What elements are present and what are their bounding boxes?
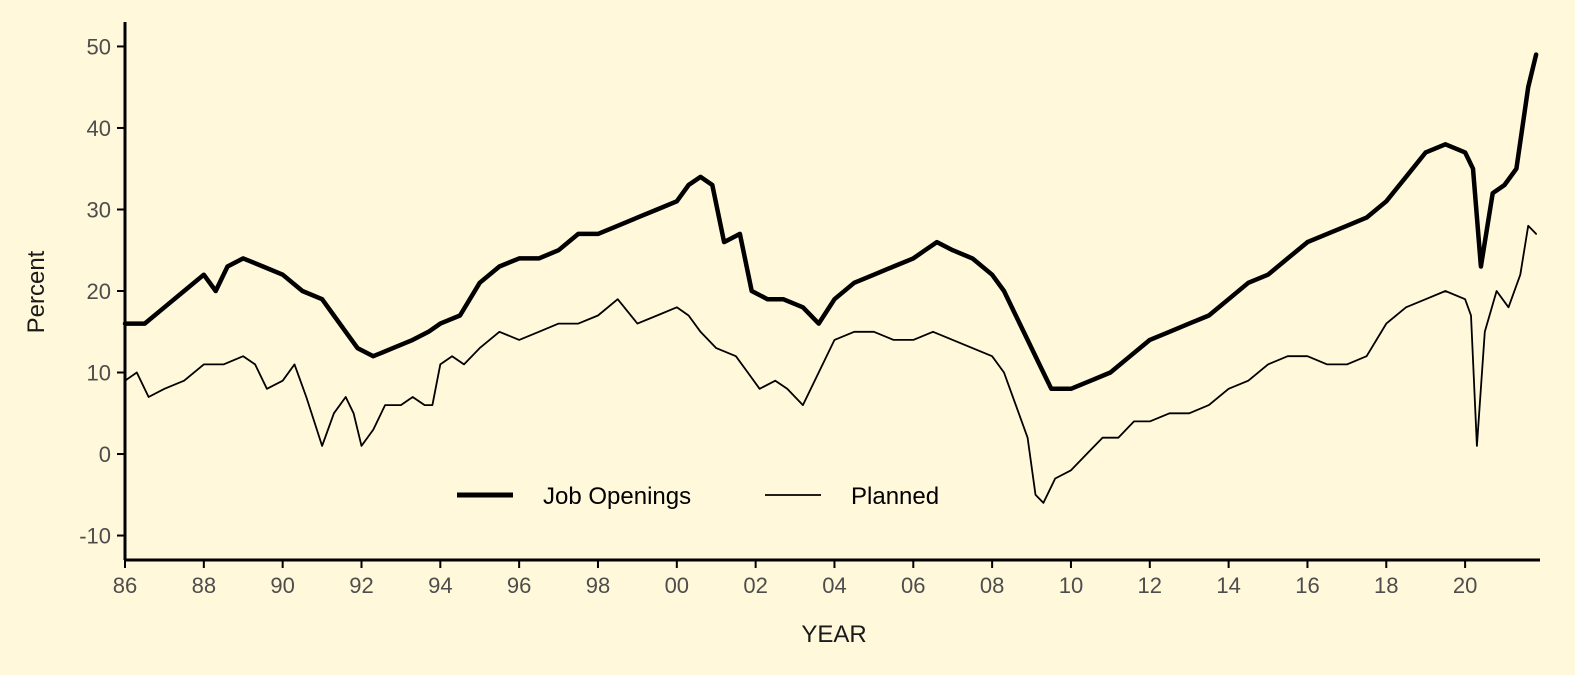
x-tick-label: 18	[1374, 573, 1398, 598]
x-tick-label: 12	[1138, 573, 1162, 598]
x-tick-label: 04	[822, 573, 846, 598]
x-tick-label: 10	[1059, 573, 1083, 598]
y-tick-label: 30	[87, 197, 111, 222]
x-tick-label: 86	[113, 573, 137, 598]
job-openings-series-line	[122, 52, 1539, 392]
x-tick-label: 14	[1216, 573, 1240, 598]
x-tick-label: 20	[1453, 573, 1477, 598]
series-lines	[122, 52, 1539, 504]
x-tick-label: 16	[1295, 573, 1319, 598]
x-tick-label: 02	[743, 573, 767, 598]
x-axis-title: YEAR	[801, 621, 866, 648]
y-tick-label: 0	[99, 442, 111, 467]
x-axis: 86 88 90 92 94 96 98 00 02 04 06 08 10 12 14 16 18 20	[113, 558, 1540, 598]
y-tick-label: 40	[87, 116, 111, 141]
x-tick-label: 00	[665, 573, 689, 598]
x-tick-label: 96	[507, 573, 531, 598]
y-axis: -10 0 10 20 30 40 50	[79, 22, 127, 560]
planned-series-line	[124, 224, 1537, 504]
x-tick-label: 08	[980, 573, 1004, 598]
x-tick-label: 98	[586, 573, 610, 598]
legend-label-job-openings: Job Openings	[543, 483, 691, 510]
legend: Job Openings Planned	[457, 483, 939, 510]
y-axis-title: Percent	[23, 250, 50, 333]
x-tick-label: 92	[349, 573, 373, 598]
x-tick-label: 88	[192, 573, 216, 598]
y-tick-label: -10	[79, 524, 111, 549]
x-tick-label: 94	[428, 573, 452, 598]
y-tick-label: 10	[87, 361, 111, 386]
y-tick-label: 50	[87, 34, 111, 59]
x-tick-label: 90	[270, 573, 294, 598]
legend-label-planned: Planned	[851, 483, 939, 510]
x-tick-label: 06	[901, 573, 925, 598]
y-tick-label: 20	[87, 279, 111, 304]
